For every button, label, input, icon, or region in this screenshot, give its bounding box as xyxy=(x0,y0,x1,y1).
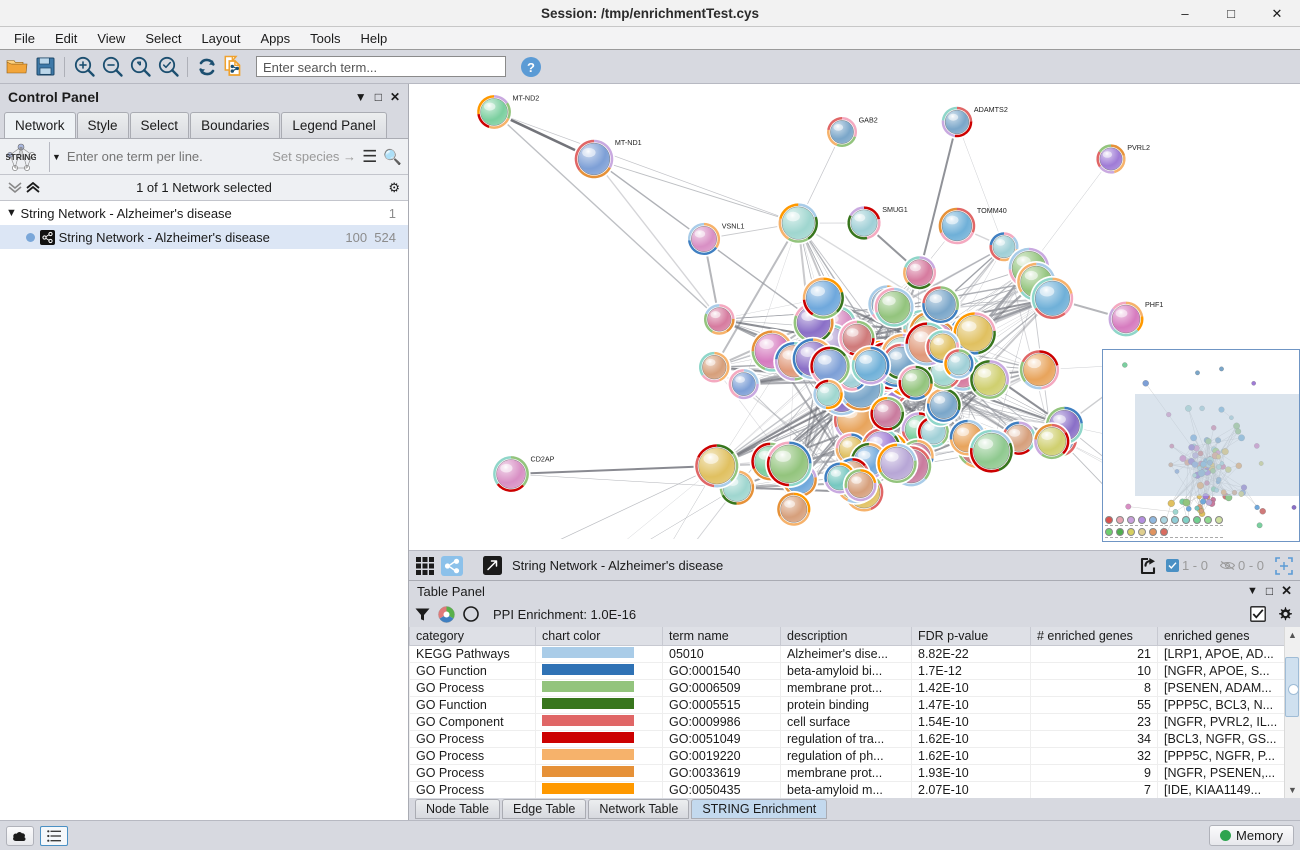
svg-text:GAB2: GAB2 xyxy=(859,115,878,124)
svg-text:PVRL2: PVRL2 xyxy=(1127,143,1150,152)
svg-text:TOMM40: TOMM40 xyxy=(977,206,1007,215)
svg-text:CD2AP: CD2AP xyxy=(531,455,555,464)
svg-text:?: ? xyxy=(527,60,535,75)
svg-text:SMUG1: SMUG1 xyxy=(882,205,908,214)
svg-text:ADAMTS2: ADAMTS2 xyxy=(974,105,1008,114)
svg-text:STRING: STRING xyxy=(6,152,36,162)
svg-text:MT-ND2: MT-ND2 xyxy=(513,94,540,103)
svg-text:PHF1: PHF1 xyxy=(1145,300,1163,309)
svg-text:VSNL1: VSNL1 xyxy=(722,221,745,230)
svg-text:MT-ND1: MT-ND1 xyxy=(615,138,642,147)
